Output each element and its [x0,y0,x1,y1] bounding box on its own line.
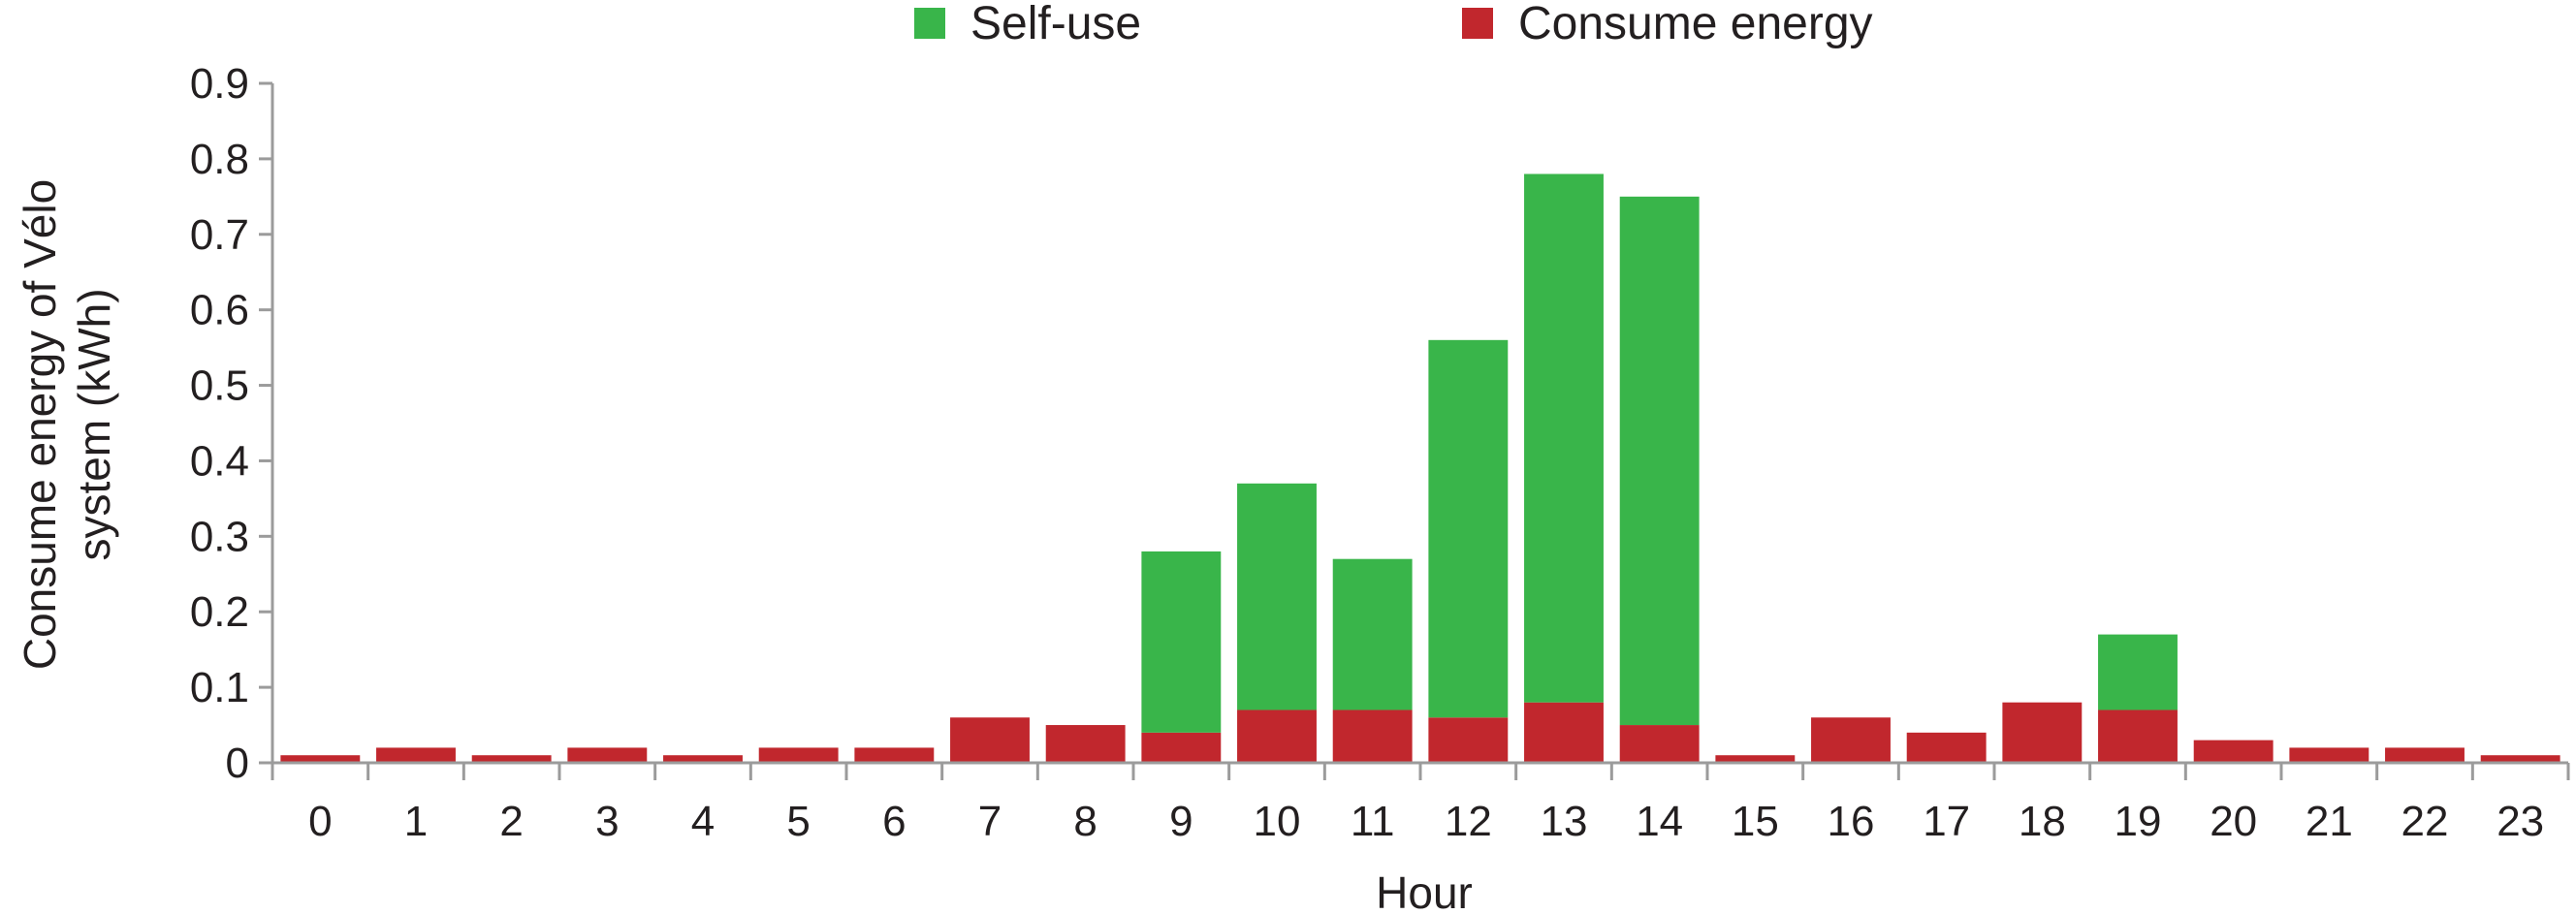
bar-consume-energy-12 [1428,717,1509,763]
y-tick-label: 0.9 [190,60,249,108]
bar-self-use-9 [1141,551,1222,733]
bar-consume-energy-2 [471,755,552,763]
y-axis: 0 0.1 0.2 0.3 0.4 0.5 0.6 0.7 0.8 0.9 [190,60,274,787]
bar-consume-energy-0 [280,755,361,763]
legend-label-self-use: Self-use [970,0,1141,49]
y-tick-label: 0.8 [190,136,249,183]
x-tick-label: 3 [595,798,619,845]
y-tick-label: 0.5 [190,362,249,410]
x-tick-label: 15 [1732,798,1779,845]
x-tick-label: 20 [2210,798,2257,845]
x-tick-label: 18 [2019,798,2066,845]
legend-label-consume-energy: Consume energy [1518,0,1873,49]
bar-self-use-19 [2098,634,2178,710]
bar-consume-energy-5 [758,747,839,763]
x-tick-label: 9 [1169,798,1193,845]
x-tick-label: 10 [1254,798,1301,845]
bar-consume-energy-16 [1811,717,1891,763]
y-tick-label: 0.7 [190,211,249,259]
x-tick-label: 14 [1636,798,1683,845]
bar-consume-energy-11 [1332,709,1413,763]
legend-swatch-consume-energy [1462,8,1493,39]
x-tick-label: 22 [2401,798,2449,845]
bar-consume-energy-22 [2385,747,2465,763]
y-axis-title-line: system (kWh) [69,288,119,560]
bar-consume-energy-18 [2002,702,2083,763]
bar-consume-energy-13 [1524,702,1604,763]
bar-consume-energy-10 [1237,709,1317,763]
bar-consume-energy-6 [854,747,935,763]
bar-consume-energy-9 [1141,732,1222,763]
x-tick-label: 11 [1351,798,1395,845]
x-tick-label: 13 [1541,798,1588,845]
y-tick-label: 0.6 [190,287,249,334]
bar-consume-energy-20 [2193,740,2274,763]
y-axis-title: Consume energy of Vélosystem (kWh) [15,179,119,670]
x-tick-label: 5 [786,798,810,845]
x-tick-label: 23 [2496,798,2544,845]
bar-consume-energy-15 [1715,755,1796,763]
x-tick-label: 4 [691,798,715,845]
bars [280,173,2560,763]
bar-consume-energy-4 [663,755,743,763]
bar-self-use-10 [1237,483,1317,710]
y-tick-label: 0.4 [190,437,249,485]
x-tick-label: 7 [978,798,1002,845]
x-tick-label: 12 [1445,798,1492,845]
bar-consume-energy-8 [1045,725,1126,763]
y-tick-label: 0.2 [190,588,249,636]
bar-consume-energy-19 [2098,709,2178,763]
bar-consume-energy-23 [2480,755,2560,763]
x-tick-label: 17 [1923,798,1970,845]
x-tick-label: 1 [404,798,428,845]
bar-consume-energy-21 [2289,747,2369,763]
y-tick-label: 0 [226,740,249,787]
bar-self-use-12 [1428,339,1509,718]
bar-self-use-14 [1619,196,1700,726]
x-tick-label: 8 [1073,798,1097,845]
bar-self-use-13 [1524,173,1604,703]
x-axis: 0 1 2 3 4 5 6 7 8 9 10 11 12 13 14 15 16 17 18 19 20 21 22 23 [270,761,2570,845]
x-tick-label: 2 [499,798,523,845]
bar-self-use-11 [1332,558,1413,710]
x-tick-label: 0 [308,798,332,845]
y-axis-title-text: Consume energy of Vélosystem (kWh) [15,179,119,670]
x-tick-label: 6 [882,798,906,845]
legend: Self-use Consume energy [914,0,1873,49]
bar-consume-energy-3 [567,747,648,763]
x-axis-title: Hour [1376,867,1473,914]
x-tick-label: 16 [1828,798,1875,845]
y-tick-label: 0.1 [190,664,249,711]
y-axis-title-line: Consume energy of Vélo [15,179,65,670]
y-tick-label: 0.3 [190,513,249,560]
bar-consume-energy-14 [1619,725,1700,763]
bar-consume-energy-1 [376,747,456,763]
x-tick-label: 19 [2115,798,2162,845]
bar-consume-energy-7 [950,717,1030,763]
x-tick-label: 21 [2306,798,2353,845]
legend-swatch-self-use [914,8,945,39]
bar-consume-energy-17 [1906,732,1987,763]
